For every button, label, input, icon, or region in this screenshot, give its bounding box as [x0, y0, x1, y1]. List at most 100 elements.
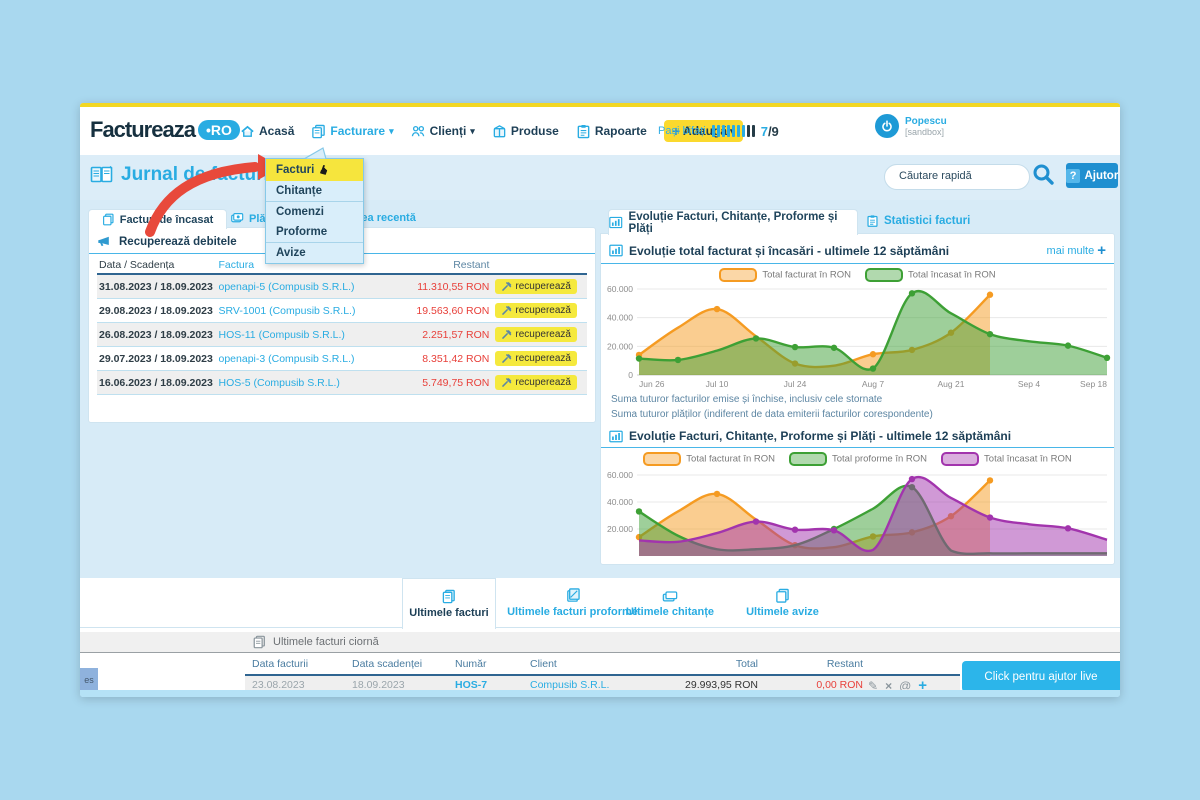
- tab-label: Ultimele chitanțe: [625, 605, 715, 618]
- menu-item-chitante[interactable]: Chitanțe: [266, 181, 363, 201]
- tab-label: Evoluție Facturi, Chitanțe, Proforme și …: [628, 210, 838, 235]
- steps-fraction: 7/9: [761, 124, 779, 139]
- add-payment-icon[interactable]: +: [918, 677, 928, 694]
- search-icon[interactable]: [1032, 163, 1055, 191]
- logo[interactable]: Factureaza •RO: [90, 117, 240, 143]
- tab-label: Ultimele avize: [746, 606, 819, 618]
- legend-swatch: [719, 267, 758, 282]
- nav-item-facturare[interactable]: Facturare ▾: [311, 124, 394, 139]
- user-name: Popescu: [905, 116, 947, 127]
- chart2-header: Evoluție Facturi, Chitanțe, Proforme și …: [601, 423, 1114, 447]
- receivable-invoice-link[interactable]: HOS-11 (Compusib S.R.L.): [218, 328, 345, 341]
- menu-item-label: Chitanțe: [276, 185, 322, 197]
- recover-button[interactable]: recuperează: [495, 327, 577, 342]
- megaphone-icon: [98, 236, 109, 247]
- draft-invoices-bar[interactable]: Ultimele facturi ciornă: [80, 632, 1120, 653]
- email-icon[interactable]: @: [899, 678, 912, 693]
- cell-numar-link[interactable]: HOS-7: [455, 679, 488, 691]
- bar-chart-icon: [609, 244, 623, 257]
- recover-label: recuperează: [515, 353, 571, 364]
- menu-item-facturi[interactable]: Facturi ☛: [266, 159, 363, 181]
- svg-text:Aug 21: Aug 21: [938, 379, 965, 389]
- charts-panel: Evoluție total facturat și încasări - ul…: [600, 233, 1115, 565]
- app-window: Factureaza •RO Acasă Facturare ▾ Clienți…: [80, 103, 1120, 697]
- nav-item-acasa[interactable]: Acasă: [240, 124, 294, 139]
- table-header-rule: [245, 674, 960, 676]
- tab-ultimele-chitante[interactable]: Ultimele chitanțe: [615, 580, 725, 626]
- facturare-dropdown-menu: Facturi ☛ Chitanțe Comenzi Proforme Avize: [265, 158, 364, 264]
- receivable-invoice-link[interactable]: openapi-5 (Compusib S.R.L.): [218, 280, 355, 293]
- tab-evolutie[interactable]: Evoluție Facturi, Chitanțe, Proforme și …: [608, 209, 858, 235]
- legend-item: Total proforme în RON: [789, 451, 927, 466]
- receivable-amount: 8.351,42 RON: [422, 352, 490, 365]
- nav-item-rapoarte[interactable]: Rapoarte: [576, 124, 647, 139]
- search-input[interactable]: [897, 169, 1021, 183]
- receivables-table-header: Data / Scadența Factura Restant: [97, 256, 587, 275]
- receivable-invoice-link[interactable]: HOS-5 (Compusib S.R.L.): [218, 376, 340, 389]
- receivable-date: 31.08.2023 / 18.09.2023: [99, 280, 213, 293]
- live-help-button[interactable]: Click pentru ajutor live: [962, 661, 1120, 692]
- recover-label: recuperează: [515, 281, 571, 292]
- delete-icon[interactable]: ×: [885, 678, 893, 693]
- receivable-invoice-link[interactable]: SRV-1001 (Compusib S.R.L.): [218, 304, 356, 317]
- power-icon[interactable]: [875, 114, 899, 138]
- hand-cursor-icon: ☛: [316, 162, 334, 178]
- side-tag-label: es: [84, 674, 94, 685]
- tab-ultimele-facturi-proforme[interactable]: Ultimele facturi proforme: [500, 580, 645, 626]
- subheader: Jurnal de facturi ? Ajutor: [80, 155, 1120, 200]
- chart1-svg: 0 20.000 40.000 60.000 Jun 26 Jul 10 Jul 24 Aug…: [607, 284, 1111, 389]
- help-button[interactable]: ? Ajutor: [1065, 163, 1118, 188]
- logo-badge: •RO: [197, 120, 240, 140]
- steps-rest: /9: [767, 123, 779, 139]
- legend-swatch: [789, 451, 827, 466]
- gavel-icon: [502, 306, 512, 315]
- journal-icon: [90, 165, 113, 183]
- tab-label: Ultimele facturi: [409, 607, 489, 619]
- svg-text:0: 0: [628, 370, 633, 380]
- nav-item-produse[interactable]: Produse: [492, 124, 559, 139]
- receivable-row: 29.08.2023 / 18.09.2023 SRV-1001 (Compusi…: [97, 299, 587, 323]
- chart2-legend: Total facturat în RON Total proforme în R…: [601, 450, 1114, 467]
- tab-label: Facturi de încasat: [119, 213, 214, 226]
- chart2-svg: 20.000 40.000 60.000: [607, 470, 1108, 556]
- receivable-row: 26.08.2023 / 18.09.2023 HOS-11 (Compusib …: [97, 323, 587, 347]
- side-tag[interactable]: es: [80, 668, 98, 691]
- plus-icon: +: [671, 123, 681, 139]
- receivable-row: 16.06.2023 / 18.09.2023 HOS-5 (Compusib S…: [97, 371, 587, 395]
- menu-item-comenzi[interactable]: Comenzi: [266, 201, 363, 222]
- tab-ultimele-facturi[interactable]: Ultimele facturi: [402, 578, 496, 629]
- receivable-amount: 2.251,57 RON: [422, 328, 490, 341]
- user-menu[interactable]: Popescu [sandbox]: [875, 114, 947, 138]
- receivable-amount: 5.749,75 RON: [422, 376, 490, 389]
- bottom-tabs-row: [80, 578, 1120, 628]
- svg-text:40.000: 40.000: [607, 497, 633, 507]
- payments-icon: [231, 213, 244, 223]
- recover-button[interactable]: recuperează: [495, 279, 577, 294]
- tab-ultimele-avize[interactable]: Ultimele avize: [735, 580, 830, 626]
- svg-text:20.000: 20.000: [607, 341, 633, 351]
- search-box[interactable]: [884, 164, 1030, 190]
- cell-client-link[interactable]: Compusib S.R.L.: [530, 679, 610, 691]
- nav-item-clienti[interactable]: Clienți ▾: [411, 124, 475, 139]
- step-bar: [716, 125, 720, 137]
- svg-text:Aug 7: Aug 7: [862, 379, 884, 389]
- tab-facturi-de-incasat[interactable]: Facturi de încasat: [88, 209, 227, 229]
- nav-label: Acasă: [259, 124, 295, 138]
- legend-label: Total facturat în RON: [686, 453, 775, 465]
- menu-item-proforme[interactable]: Proforme: [266, 222, 363, 242]
- recover-button[interactable]: recuperează: [495, 351, 577, 366]
- page-title-text: Jurnal de facturi: [121, 164, 269, 185]
- more-link[interactable]: mai multe +: [1047, 242, 1106, 259]
- tab-statistici-facturi[interactable]: Statistici facturi: [866, 214, 970, 228]
- cell-data-facturii: 23.08.2023: [252, 679, 305, 691]
- edit-icon[interactable]: ✎: [868, 678, 879, 693]
- menu-item-avize[interactable]: Avize: [266, 242, 363, 263]
- legend-swatch: [941, 451, 980, 466]
- home-icon: [241, 125, 254, 137]
- svg-text:Jul 24: Jul 24: [784, 379, 807, 389]
- receivable-invoice-link[interactable]: openapi-3 (Compusib S.R.L.): [218, 352, 355, 365]
- recover-button[interactable]: recuperează: [495, 375, 577, 390]
- recover-button[interactable]: recuperează: [495, 303, 577, 318]
- plus-icon: +: [1097, 242, 1106, 259]
